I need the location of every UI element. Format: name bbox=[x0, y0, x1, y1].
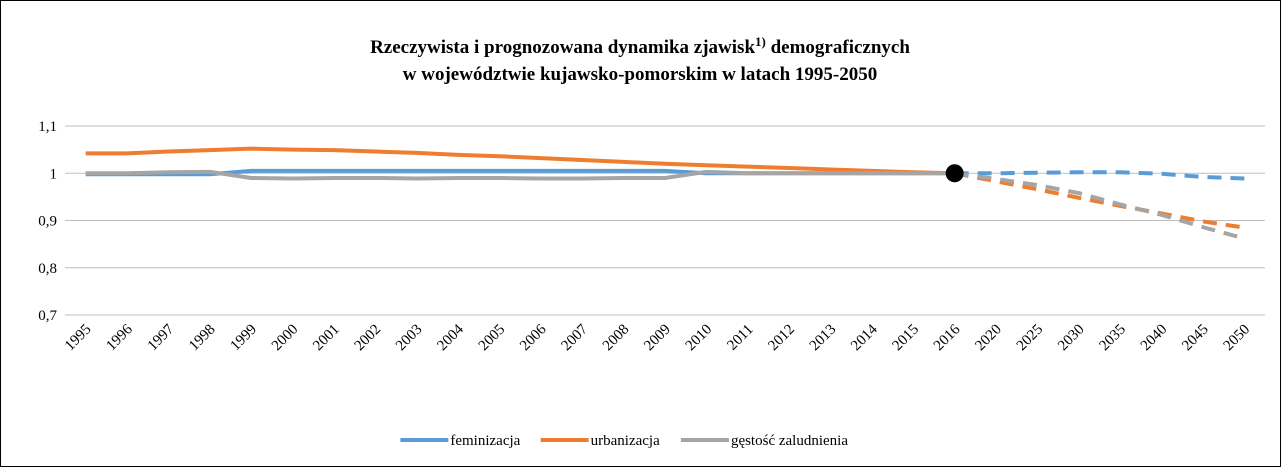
legend-label: feminizacja bbox=[450, 433, 520, 449]
title-superscript: 1) bbox=[755, 34, 766, 49]
legend-label: urbanizacja bbox=[591, 433, 660, 449]
line bbox=[85, 146, 955, 176]
forecast-line bbox=[954, 170, 1245, 181]
line bbox=[85, 169, 955, 181]
chart-title-line: w województwie kujawsko-pomorskim w lata… bbox=[403, 64, 877, 85]
y-tick-label: 0,7 bbox=[38, 308, 57, 324]
title-part: demograficznych bbox=[766, 37, 910, 58]
title-part: Rzeczywista i prognozowana dynamika zjaw… bbox=[370, 37, 755, 58]
chart-title: Rzeczywista i prognozowana dynamika zjaw… bbox=[370, 34, 910, 58]
y-tick-label: 1 bbox=[50, 166, 58, 182]
y-tick-label: 0,9 bbox=[38, 214, 57, 230]
forecast-line bbox=[954, 171, 1245, 230]
forecast-line bbox=[954, 171, 1245, 241]
legend-label: gęstość zaludnienia bbox=[731, 433, 848, 449]
y-tick-label: 1,1 bbox=[38, 119, 57, 135]
marker bbox=[945, 164, 964, 183]
y-tick-label: 0,8 bbox=[38, 261, 57, 277]
